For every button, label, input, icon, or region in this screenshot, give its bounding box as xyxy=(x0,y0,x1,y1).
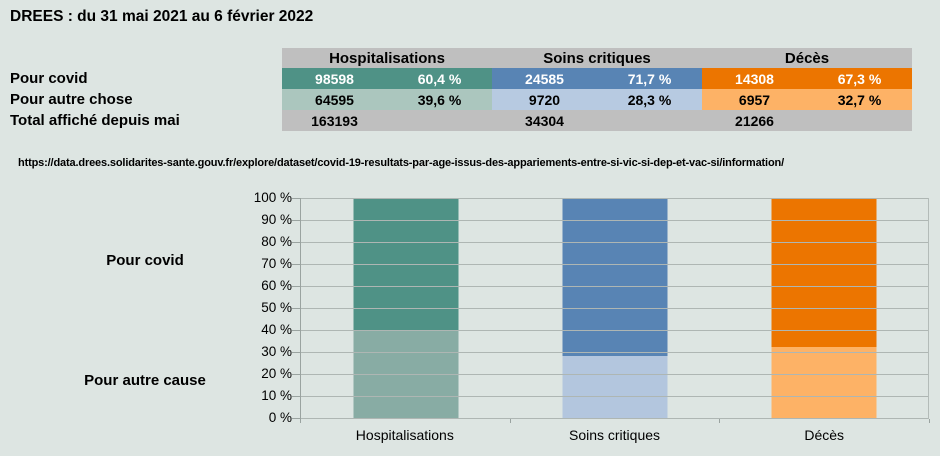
x-axis-tick-mark xyxy=(510,419,511,423)
x-axis-tick-mark xyxy=(300,419,301,423)
gridline xyxy=(301,242,928,243)
hosp-autre-pct: 39,6 % xyxy=(387,89,492,110)
row-label-pour-covid: Pour covid xyxy=(10,70,88,87)
x-axis-labels: Hospitalisations Soins critiques Décès xyxy=(300,427,929,443)
y-axis-tick-mark xyxy=(292,308,300,309)
y-axis-tick-label: 30 % xyxy=(261,344,292,359)
gridline xyxy=(301,198,928,199)
y-axis-tick-label: 0 % xyxy=(268,410,292,425)
row-label-total: Total affiché depuis mai xyxy=(10,112,180,129)
y-axis-tick-label: 70 % xyxy=(261,256,292,271)
y-axis-tick-mark xyxy=(292,374,300,375)
gridline xyxy=(301,286,928,287)
soins-total: 34304 xyxy=(492,110,597,131)
deces-covid-value: 14308 xyxy=(702,68,807,89)
bar-segment-pour-covid xyxy=(562,198,667,357)
bar-segment-pour-covid xyxy=(771,198,876,347)
y-axis-tick-mark xyxy=(292,286,300,287)
deces-total: 21266 xyxy=(702,110,807,131)
soins-total-filler xyxy=(597,110,702,131)
summary-table: Hospitalisations Soins critiques Décès P… xyxy=(10,48,912,131)
x-axis-tick-mark xyxy=(719,419,720,423)
gridline xyxy=(301,396,928,397)
stacked-bar-chart: Pour covid Pour autre cause Hospitalisat… xyxy=(0,190,940,456)
page-title: DREES : du 31 mai 2021 au 6 février 2022 xyxy=(10,8,314,25)
gridline xyxy=(301,418,928,419)
gridline xyxy=(301,308,928,309)
soins-autre-pct: 28,3 % xyxy=(597,89,702,110)
soins-autre-value: 9720 xyxy=(492,89,597,110)
deces-total-filler xyxy=(807,110,912,131)
gridline xyxy=(301,220,928,221)
source-url: https://data.drees.solidarites-sante.gou… xyxy=(18,157,784,169)
column-header-soins-critiques: Soins critiques xyxy=(492,48,702,68)
gridline xyxy=(301,374,928,375)
x-axis-category-label: Hospitalisations xyxy=(355,427,454,443)
bar-segment-pour-autre-cause xyxy=(562,356,667,419)
y-axis-tick-label: 100 % xyxy=(253,190,292,205)
hosp-autre-value: 64595 xyxy=(282,89,387,110)
row-label-pour-autre-chose: Pour autre chose xyxy=(10,91,133,108)
y-axis-tick-label: 90 % xyxy=(261,212,292,227)
y-axis-tick-mark xyxy=(292,330,300,331)
soins-covid-pct: 71,7 % xyxy=(597,68,702,89)
bar-segment-pour-autre-cause xyxy=(771,346,876,419)
hosp-covid-pct: 60,4 % xyxy=(387,68,492,89)
y-axis-tick-mark xyxy=(292,396,300,397)
x-axis-tick-mark xyxy=(929,419,930,423)
y-axis-tick-label: 50 % xyxy=(261,300,292,315)
x-axis-category-label: Soins critiques xyxy=(568,427,661,443)
table-corner-spacer xyxy=(10,48,282,68)
hosp-total: 163193 xyxy=(282,110,387,131)
bar-segment-pour-autre-cause xyxy=(353,331,458,419)
y-axis-tick-mark xyxy=(292,352,300,353)
y-axis-tick-label: 40 % xyxy=(261,322,292,337)
gridline xyxy=(301,330,928,331)
soins-covid-value: 24585 xyxy=(492,68,597,89)
gridline xyxy=(301,264,928,265)
hosp-total-filler xyxy=(387,110,492,131)
y-axis-tick-mark xyxy=(292,198,300,199)
y-axis-tick-mark xyxy=(292,242,300,243)
series-label-pour-covid: Pour covid xyxy=(106,252,184,269)
deces-covid-pct: 67,3 % xyxy=(807,68,912,89)
gridline xyxy=(301,352,928,353)
bar-slot xyxy=(719,198,928,419)
hosp-covid-value: 98598 xyxy=(282,68,387,89)
series-label-pour-autre-cause: Pour autre cause xyxy=(84,372,206,389)
y-axis-tick-label: 20 % xyxy=(261,366,292,381)
y-axis-tick-mark xyxy=(292,418,300,419)
y-axis-tick-label: 80 % xyxy=(261,234,292,249)
y-axis-tick-label: 60 % xyxy=(261,278,292,293)
y-axis-tick-mark xyxy=(292,264,300,265)
column-header-deces: Décès xyxy=(702,48,912,68)
plot-area xyxy=(300,198,929,419)
deces-autre-pct: 32,7 % xyxy=(807,89,912,110)
deces-autre-value: 6957 xyxy=(702,89,807,110)
column-header-hospitalisations: Hospitalisations xyxy=(282,48,492,68)
y-axis-tick-label: 10 % xyxy=(261,388,292,403)
x-axis-category-label: Décès xyxy=(804,427,845,443)
y-axis-tick-mark xyxy=(292,220,300,221)
stacked-bar-d-c-s xyxy=(771,198,876,419)
